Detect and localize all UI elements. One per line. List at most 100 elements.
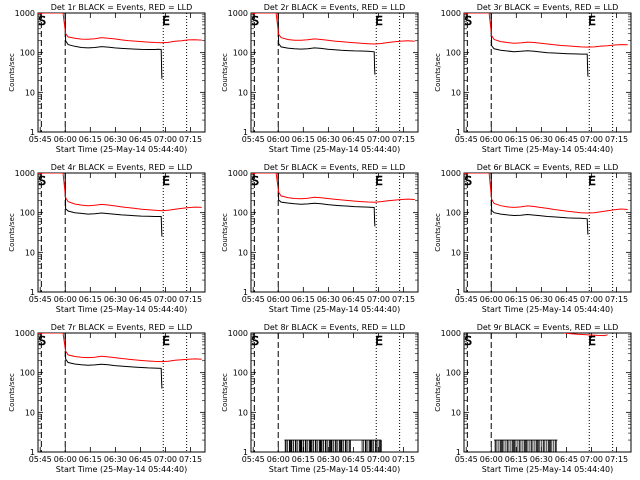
x-tick-label: 06:30 bbox=[104, 455, 127, 464]
y-tick-label: 100 bbox=[20, 209, 35, 218]
y-tick-label: 10 bbox=[451, 248, 461, 257]
lld-series-line bbox=[464, 173, 628, 214]
y-axis-label: Counts/sec bbox=[221, 213, 229, 252]
x-tick-label: 07:15 bbox=[179, 455, 202, 464]
panel-title: Det 1r BLACK = Events, RED = LLD bbox=[51, 3, 193, 12]
y-tick-label: 10 bbox=[238, 408, 248, 417]
detector-panel: Det 8r BLACK = Events, RED = LLD 1 10 100 10… bbox=[221, 323, 419, 474]
events-series-line bbox=[277, 173, 376, 227]
y-tick-label: 100 bbox=[233, 209, 248, 218]
x-tick-label: 06:45 bbox=[342, 455, 365, 464]
panel-title: Det 8r BLACK = Events, RED = LLD bbox=[264, 323, 406, 332]
y-tick-label: 10 bbox=[451, 88, 461, 97]
y-tick-label: 1 bbox=[456, 448, 461, 457]
plot-frame bbox=[463, 172, 632, 293]
lld-series-line bbox=[251, 13, 415, 45]
y-tick-label: 10 bbox=[238, 88, 248, 97]
y-tick-label: 1000 bbox=[228, 9, 248, 18]
x-tick-label: 07:15 bbox=[605, 135, 628, 144]
x-tick-label: 06:15 bbox=[292, 135, 315, 144]
y-tick-label: 100 bbox=[20, 369, 35, 378]
x-tick-label: 06:30 bbox=[104, 135, 127, 144]
x-tick-label: 06:45 bbox=[555, 295, 578, 304]
y-tick-label: 100 bbox=[446, 49, 461, 58]
start-marker: S bbox=[251, 334, 259, 348]
plot-frame bbox=[250, 332, 419, 453]
start-marker: S bbox=[38, 14, 46, 28]
y-axis-label: Counts/sec bbox=[434, 373, 442, 412]
x-tick-label: 06:00 bbox=[54, 455, 77, 464]
x-tick-label: 06:00 bbox=[54, 135, 77, 144]
lld-series-line bbox=[38, 13, 202, 44]
events-series-line bbox=[490, 173, 589, 235]
series-group bbox=[251, 173, 415, 227]
x-tick-label: 06:00 bbox=[54, 295, 77, 304]
x-tick-label: 07:00 bbox=[367, 135, 390, 144]
x-tick-label: 05:45 bbox=[455, 295, 478, 304]
x-tick-label: 06:15 bbox=[79, 295, 102, 304]
y-tick-label: 1000 bbox=[228, 329, 248, 338]
end-marker: E bbox=[162, 14, 170, 28]
end-marker: E bbox=[588, 14, 596, 28]
y-tick-label: 1000 bbox=[15, 329, 35, 338]
x-tick-label: 06:15 bbox=[505, 135, 528, 144]
y-tick-label: 1 bbox=[30, 128, 35, 137]
x-tick-label: 07:00 bbox=[367, 455, 390, 464]
events-series-line bbox=[64, 13, 163, 79]
x-tick-label: 07:15 bbox=[392, 135, 415, 144]
start-marker: S bbox=[251, 174, 259, 188]
x-tick-label: 05:45 bbox=[242, 295, 265, 304]
start-marker: S bbox=[38, 334, 46, 348]
lld-series-line bbox=[251, 173, 415, 203]
plot-frame bbox=[37, 172, 206, 293]
end-marker: E bbox=[375, 14, 383, 28]
events-series-line bbox=[64, 173, 163, 237]
y-tick-label: 10 bbox=[451, 408, 461, 417]
y-axis-label: Counts/sec bbox=[434, 213, 442, 252]
y-tick-label: 100 bbox=[20, 49, 35, 58]
detector-panel: Det 5r BLACK = Events, RED = LLD 1 10 100 10… bbox=[221, 163, 419, 314]
x-tick-label: 06:45 bbox=[555, 135, 578, 144]
x-tick-label: 06:45 bbox=[129, 135, 152, 144]
x-tick-label: 06:45 bbox=[342, 295, 365, 304]
x-axis-label: Start Time (25-May-14 05:44:40) bbox=[269, 465, 400, 474]
y-tick-label: 1 bbox=[456, 288, 461, 297]
x-tick-label: 06:00 bbox=[480, 295, 503, 304]
lld-series-line bbox=[38, 333, 202, 363]
y-tick-label: 1 bbox=[243, 128, 248, 137]
start-marker: S bbox=[251, 14, 259, 28]
start-marker: S bbox=[464, 334, 472, 348]
y-axis-label: Counts/sec bbox=[8, 373, 16, 412]
detector-panel: Det 2r BLACK = Events, RED = LLD 1 10 100 10… bbox=[221, 3, 419, 154]
panel-title: Det 9r BLACK = Events, RED = LLD bbox=[477, 323, 619, 332]
x-tick-label: 06:30 bbox=[317, 455, 340, 464]
detector-panel: Det 9r BLACK = Events, RED = LLD 1 10 100 10… bbox=[434, 323, 632, 474]
y-tick-label: 1 bbox=[456, 128, 461, 137]
x-tick-label: 06:30 bbox=[530, 295, 553, 304]
start-marker: S bbox=[464, 14, 472, 28]
plot-frame bbox=[250, 172, 419, 293]
lld-series-line bbox=[38, 173, 202, 212]
y-tick-label: 100 bbox=[233, 49, 248, 58]
x-tick-label: 06:45 bbox=[555, 455, 578, 464]
x-tick-label: 06:45 bbox=[129, 455, 152, 464]
y-axis-label: Counts/sec bbox=[8, 53, 16, 92]
start-marker: S bbox=[464, 174, 472, 188]
y-tick-label: 1000 bbox=[15, 169, 35, 178]
panel-title: Det 5r BLACK = Events, RED = LLD bbox=[264, 163, 406, 172]
y-tick-label: 100 bbox=[446, 209, 461, 218]
end-marker: E bbox=[162, 334, 170, 348]
y-tick-label: 10 bbox=[238, 248, 248, 257]
detector-panel: Det 1r BLACK = Events, RED = LLD 1 10 100 10… bbox=[8, 3, 206, 154]
y-axis-label: Counts/sec bbox=[221, 373, 229, 412]
detector-panel: Det 6r BLACK = Events, RED = LLD 1 10 100 10… bbox=[434, 163, 632, 314]
panel-title: Det 3r BLACK = Events, RED = LLD bbox=[477, 3, 619, 12]
end-marker: E bbox=[588, 334, 596, 348]
x-tick-label: 07:15 bbox=[392, 455, 415, 464]
plot-frame bbox=[37, 332, 206, 453]
y-tick-label: 1000 bbox=[15, 9, 35, 18]
series-group bbox=[38, 173, 202, 237]
x-tick-label: 05:45 bbox=[29, 455, 52, 464]
x-tick-label: 07:00 bbox=[367, 295, 390, 304]
x-tick-label: 06:15 bbox=[292, 295, 315, 304]
